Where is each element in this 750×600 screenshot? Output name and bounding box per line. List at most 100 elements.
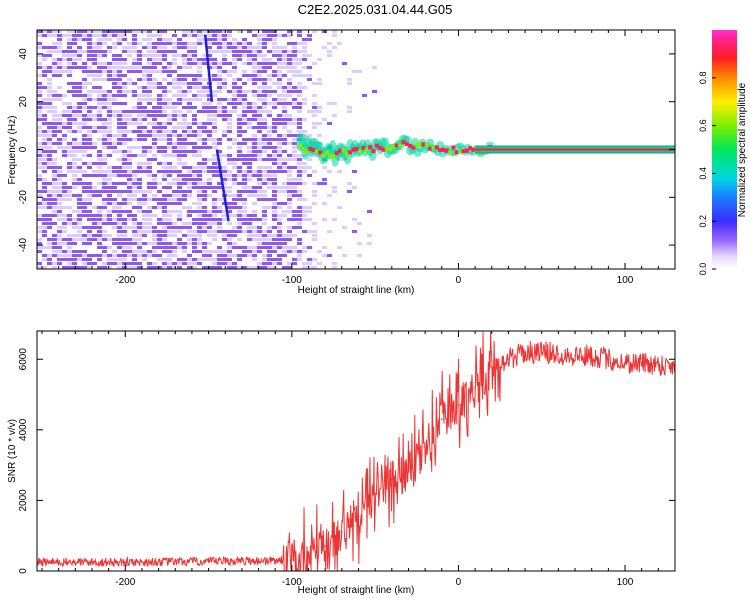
spectrogram-cell	[162, 114, 167, 117]
spectrogram-cell	[127, 170, 132, 173]
spectrogram-cell	[127, 66, 132, 69]
spectrogram-x-ticks: -200 -100 0 100	[41, 30, 676, 286]
spectrogram-cell	[107, 98, 112, 101]
spectrogram-cell	[57, 86, 62, 89]
spectrogram-cell	[42, 46, 47, 49]
spectrogram-cell	[167, 62, 172, 65]
spectrogram-cell	[92, 262, 97, 265]
spectrogram-cell	[252, 210, 257, 213]
spectrogram-cell	[212, 94, 217, 97]
spectrogram-cell	[82, 206, 87, 209]
spectrogram-cell	[197, 110, 202, 113]
spectrogram-cell	[147, 70, 152, 73]
spectrogram-cell	[47, 122, 52, 125]
spectrogram-cell	[67, 214, 72, 217]
spectrogram-cell	[132, 218, 137, 221]
spectrogram-cell	[292, 142, 297, 145]
spectrogram-signal-core	[331, 154, 336, 159]
spectrogram-cell	[72, 38, 77, 41]
spectrogram-cell	[242, 62, 247, 65]
spectrogram-cell	[37, 206, 42, 209]
spectrogram-cell	[287, 174, 292, 177]
spectrogram-cell	[107, 118, 112, 121]
spectrogram-cell	[87, 242, 92, 245]
spectrogram-cell	[312, 30, 317, 33]
spectrogram-cell	[217, 62, 222, 65]
spectrogram-cell	[242, 218, 247, 221]
spectrogram-cell	[117, 54, 122, 57]
spectrogram-cell	[92, 162, 97, 165]
spectrogram-cell	[222, 178, 227, 181]
spectrogram-cell	[297, 86, 302, 89]
spectrogram-cell	[77, 206, 82, 209]
spectrogram-cell	[272, 154, 277, 157]
spectrogram-cell	[357, 70, 362, 73]
spectrogram-cell	[262, 126, 267, 129]
spectrogram-cell	[102, 214, 107, 217]
spectrogram-cell	[197, 98, 202, 101]
spectrogram-cell	[187, 178, 192, 181]
spectrogram-cell	[107, 110, 112, 113]
spectrogram-cell	[247, 250, 252, 253]
spectrogram-cell	[112, 166, 117, 169]
spectrogram-cell	[257, 126, 262, 129]
spectrogram-cell	[77, 166, 82, 169]
spectrogram-cell	[97, 162, 102, 165]
spectrogram-cell	[262, 70, 267, 73]
spectrogram-cell	[262, 66, 267, 69]
spectrogram-cell	[182, 42, 187, 45]
spectrogram-cell	[67, 190, 72, 193]
spectrogram-cell	[292, 182, 297, 185]
spectrogram-cell	[342, 62, 347, 65]
spectrogram-cell	[112, 74, 117, 77]
spectrogram-cell	[167, 138, 172, 141]
spectrogram-cell	[277, 158, 282, 161]
spectrogram-cell	[132, 182, 137, 185]
spectrogram-cell	[57, 50, 62, 53]
spectrogram-cell	[277, 70, 282, 73]
spectrogram-cell	[277, 66, 282, 69]
spectrogram-cell	[232, 214, 237, 217]
spectrogram-cell	[37, 202, 42, 205]
spectrogram-cell	[162, 250, 167, 253]
spectrogram-cell	[187, 182, 192, 185]
spectrogram-cell	[227, 202, 232, 205]
spectrogram-cell	[152, 82, 157, 85]
spectrogram-cell	[287, 58, 292, 61]
spectrogram-cell	[207, 226, 212, 229]
spectrogram-cell	[292, 74, 297, 77]
spectrogram-cell	[262, 166, 267, 169]
spectrogram-cell	[72, 30, 77, 33]
spectrogram-cell	[42, 254, 47, 257]
spectrogram-cell	[327, 54, 332, 57]
spectrogram-cell	[347, 182, 352, 185]
spectrogram-cell	[52, 158, 57, 161]
spectrogram-cell	[227, 206, 232, 209]
spectrogram-cell	[252, 218, 257, 221]
spectrogram-cell	[157, 202, 162, 205]
spectrogram-cell	[172, 34, 177, 37]
spectrogram-cell	[177, 146, 182, 149]
spectrogram-cell	[97, 218, 102, 221]
spectrogram-cell	[182, 134, 187, 137]
spectrogram-cell	[87, 218, 92, 221]
spectrogram-cell	[242, 42, 247, 45]
spectrogram-cell	[132, 214, 137, 217]
spectrogram-cell	[262, 198, 267, 201]
spectrogram-cell	[137, 266, 142, 269]
spectrogram-cell	[252, 214, 257, 217]
spectrogram-cell	[262, 222, 267, 225]
spectrogram-cell	[167, 218, 172, 221]
spectrogram-cell	[147, 38, 152, 41]
spectrogram-cell	[237, 90, 242, 93]
spectrogram-cell	[132, 178, 137, 181]
spectrogram-cell	[257, 78, 262, 81]
spectrogram-cell	[237, 198, 242, 201]
spectrogram-cell	[312, 126, 317, 129]
spectrogram-cell	[277, 190, 282, 193]
spectrogram-cell	[202, 122, 207, 125]
spectrogram-cell	[112, 142, 117, 145]
spectrogram-cell	[212, 198, 217, 201]
spectrogram-cell	[252, 82, 257, 85]
spectrogram-cell	[282, 150, 287, 153]
